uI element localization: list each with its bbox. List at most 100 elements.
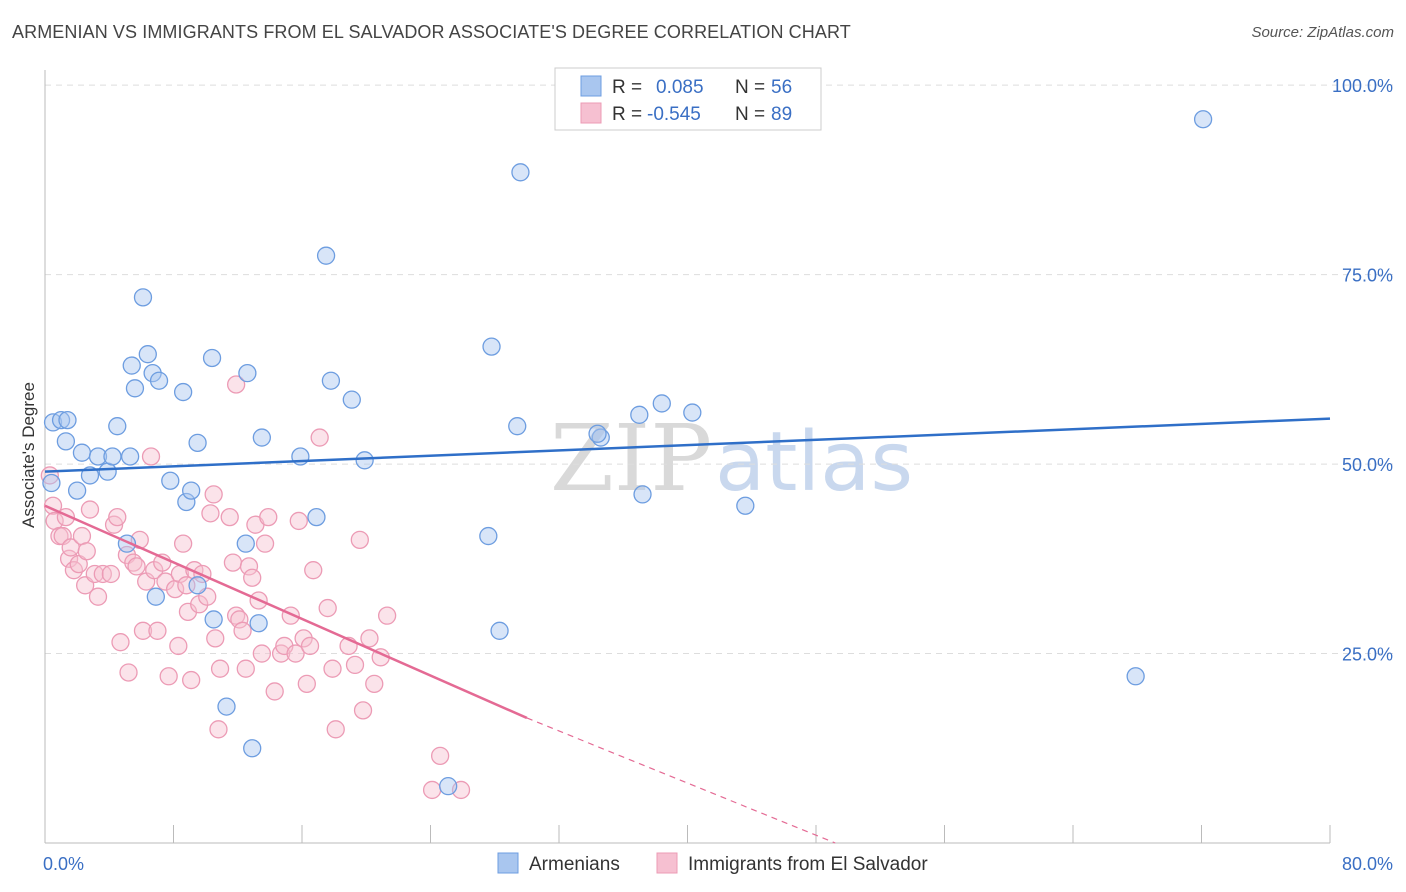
series-armenians xyxy=(42,110,1213,796)
y-tick-label: 100.0% xyxy=(1332,76,1393,96)
armenian-point xyxy=(479,526,498,546)
armenian-point xyxy=(173,382,193,402)
armenian-point xyxy=(652,394,671,413)
watermark-atlas: atlas xyxy=(715,415,913,510)
el-salvador-point xyxy=(252,644,271,663)
armenian-point xyxy=(511,163,530,182)
armenian-point xyxy=(1193,110,1213,129)
legend-n-label-1: N = xyxy=(735,77,765,98)
el-salvador-point xyxy=(243,568,262,587)
armenian-point xyxy=(236,534,255,553)
el-salvador-point xyxy=(226,375,246,394)
armenian-point xyxy=(316,246,336,265)
el-salvador-point xyxy=(88,587,108,606)
armenian-point xyxy=(133,288,153,307)
armenian-point xyxy=(120,447,140,466)
armenian-point xyxy=(249,614,268,633)
y-tick-label: 75.0% xyxy=(1342,266,1393,286)
el-salvador-point xyxy=(159,667,178,686)
el-salvador-point xyxy=(101,564,121,584)
el-salvador-point xyxy=(360,629,379,648)
armenian-point xyxy=(146,587,165,606)
armenian-point xyxy=(204,610,223,629)
armenian-point xyxy=(122,356,141,375)
armenian-point xyxy=(439,777,458,796)
y-tick-label: 50.0% xyxy=(1342,455,1393,475)
armenian-point xyxy=(736,496,755,515)
axes xyxy=(44,70,1331,844)
el-salvador-point xyxy=(265,682,284,701)
el-salvador-point xyxy=(259,507,278,527)
chart-source: Source: ZipAtlas.com xyxy=(1251,24,1394,41)
el-salvador-point xyxy=(239,557,259,576)
armenian-point xyxy=(56,432,76,451)
el-salvador-point xyxy=(80,500,100,519)
legend-swatch-pink xyxy=(580,102,602,124)
armenians-trend-line xyxy=(44,417,1331,473)
legend-n-label-2: N = xyxy=(735,104,765,125)
trend-lines xyxy=(44,417,1331,844)
el-salvador-point xyxy=(210,659,230,678)
el-salvador-point xyxy=(72,526,92,546)
armenian-point xyxy=(683,403,702,422)
el-salvador-point xyxy=(345,655,365,675)
el-salvador-point xyxy=(173,534,193,553)
armenian-point xyxy=(238,363,257,383)
y-tick-label: 25.0% xyxy=(1342,645,1393,665)
el-salvador-point xyxy=(430,746,450,765)
el-salvador-point xyxy=(255,534,275,553)
armenian-point xyxy=(252,428,271,447)
legend-r-label-2: R = xyxy=(612,104,642,125)
y-axis-title: Associate's Degree xyxy=(19,382,38,528)
el-salvador-point xyxy=(156,572,175,591)
armenian-point xyxy=(108,417,127,436)
el-salvador-point xyxy=(220,507,239,527)
el-salvador-point xyxy=(209,720,228,739)
el-salvador-point xyxy=(289,511,308,531)
legend-n-value-2: 89 xyxy=(771,104,792,125)
el-salvador-point xyxy=(233,621,252,640)
bottom-legend: Armenians Immigrants from El Salvador xyxy=(497,852,928,875)
armenian-point xyxy=(67,481,87,500)
el-salvador-point xyxy=(286,644,305,663)
el-salvador-trend-line xyxy=(44,504,528,720)
el-salvador-point xyxy=(169,636,188,656)
armenian-point xyxy=(342,390,361,409)
el-salvador-point xyxy=(108,507,127,527)
y-tick-labels: 25.0% 50.0% 75.0% 100.0% xyxy=(1332,76,1393,664)
series-el-salvador xyxy=(40,375,471,800)
el-salvador-trend-extension xyxy=(526,717,836,844)
armenian-point xyxy=(103,447,122,466)
el-salvador-point xyxy=(318,598,337,618)
el-salvador-point xyxy=(422,780,442,800)
el-salvador-point xyxy=(119,663,138,682)
bottom-legend-swatch-el-salvador xyxy=(656,852,678,874)
armenian-point xyxy=(355,451,374,470)
el-salvador-point xyxy=(297,674,316,694)
legend-swatch-blue xyxy=(580,75,602,97)
legend-n-value-1: 56 xyxy=(771,77,792,98)
armenian-point xyxy=(490,621,509,640)
armenian-point xyxy=(202,348,222,368)
el-salvador-point xyxy=(326,720,345,739)
armenian-point xyxy=(149,371,169,390)
armenian-point xyxy=(42,473,61,493)
legend: R = 0.085 N = 56 R = -0.545 N = 89 xyxy=(554,67,822,131)
x-tick-label-start: 0.0% xyxy=(43,854,84,874)
el-salvador-point xyxy=(223,553,243,572)
armenian-point xyxy=(588,424,607,443)
el-salvador-point xyxy=(310,428,329,447)
armenian-point xyxy=(508,417,527,436)
armenian-point xyxy=(138,345,157,364)
armenian-point xyxy=(307,507,326,527)
armenian-point xyxy=(72,443,92,462)
armenian-point xyxy=(217,697,236,716)
el-salvador-point xyxy=(182,670,201,690)
el-salvador-point xyxy=(133,621,153,640)
bottom-legend-swatch-armenians xyxy=(497,852,519,874)
armenian-point xyxy=(188,576,207,595)
bottom-legend-el-salvador: Immigrants from El Salvador xyxy=(688,854,928,875)
el-salvador-point xyxy=(323,659,342,678)
armenian-point xyxy=(143,363,162,383)
